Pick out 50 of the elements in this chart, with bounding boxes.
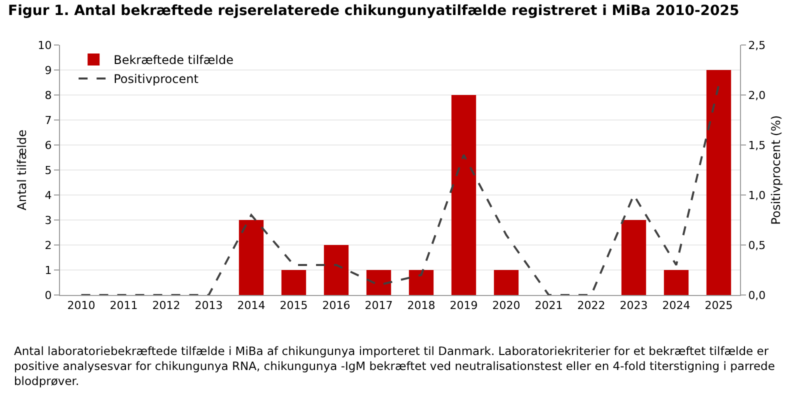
y-tick-label: 9 <box>44 64 52 77</box>
y-tick-label: 3 <box>44 214 52 227</box>
bar <box>366 270 392 295</box>
line-series <box>80 84 720 295</box>
x-tick-label: 2011 <box>110 299 138 312</box>
y-tick-label: 10 <box>38 38 52 52</box>
bar <box>494 270 519 295</box>
x-tick-label: 2017 <box>364 299 393 312</box>
bar <box>451 95 476 295</box>
x-tick-label: 2013 <box>194 299 223 312</box>
legend-label: Positivprocent <box>114 72 199 86</box>
x-tick-label: 2014 <box>237 299 266 312</box>
y-axis-title: Antal tilfælde <box>15 130 29 210</box>
x-tick-label: 2010 <box>67 299 96 312</box>
chart-title: Figur 1. Antal bekræftede rejserelaterede chikungunyatilfælde registreret i MiBa 2010-2025 <box>8 2 740 19</box>
x-tick-label: 2022 <box>577 299 606 312</box>
x-tick-label: 2012 <box>152 299 180 312</box>
x-tick-label: 2023 <box>620 299 648 312</box>
x-tick-label: 2024 <box>662 299 690 312</box>
y2-tick-label: 0,0 <box>748 288 766 302</box>
y2-tick-label: 1,0 <box>748 188 766 202</box>
bar <box>324 245 349 295</box>
x-tick-label: 2018 <box>407 299 436 312</box>
y-tick-label: 0 <box>44 288 52 302</box>
x-tick-label: 2021 <box>534 299 563 312</box>
bar <box>621 220 646 295</box>
y2-tick-label: 2,5 <box>748 38 766 52</box>
bar <box>281 270 306 295</box>
legend-label: Bekræftede tilfælde <box>114 53 234 68</box>
y2-axis-title: Positivprocent (%) <box>769 115 783 225</box>
bar <box>706 70 732 295</box>
y-tick-label: 8 <box>44 88 52 102</box>
bar <box>664 270 689 295</box>
y-tick-label: 7 <box>44 114 52 127</box>
x-tick-label: 2019 <box>450 299 478 312</box>
y2-tick-label: 1,5 <box>748 138 766 152</box>
y-tick-label: 4 <box>44 188 52 202</box>
y-tick-label: 6 <box>44 138 52 152</box>
text: Antal laboratoriebekræftede tilfælde i MiBa af chikungunya importeret til Danmark. Laboratoriekriterier for et bekræftet tilfælde er positive analysesvar for chikungunya RNA, chikungunya -IgM bekræftet ved neutralisationstest eller en 4-fold titerstigning i parrede blodprøver. <box>14 344 776 389</box>
y2-tick-label: 2,0 <box>748 88 766 102</box>
y-tick-label: 1 <box>44 264 52 277</box>
bar <box>408 270 434 295</box>
x-tick-label: 2015 <box>280 299 308 312</box>
x-tick-label: 2016 <box>322 299 350 312</box>
x-tick-label: 2025 <box>704 299 733 312</box>
y-tick-label: 2 <box>44 238 52 252</box>
bar <box>238 220 264 295</box>
y-tick-label: 5 <box>44 164 52 177</box>
x-tick-label: 2020 <box>492 299 520 312</box>
y2-tick-label: 0,5 <box>748 238 766 252</box>
